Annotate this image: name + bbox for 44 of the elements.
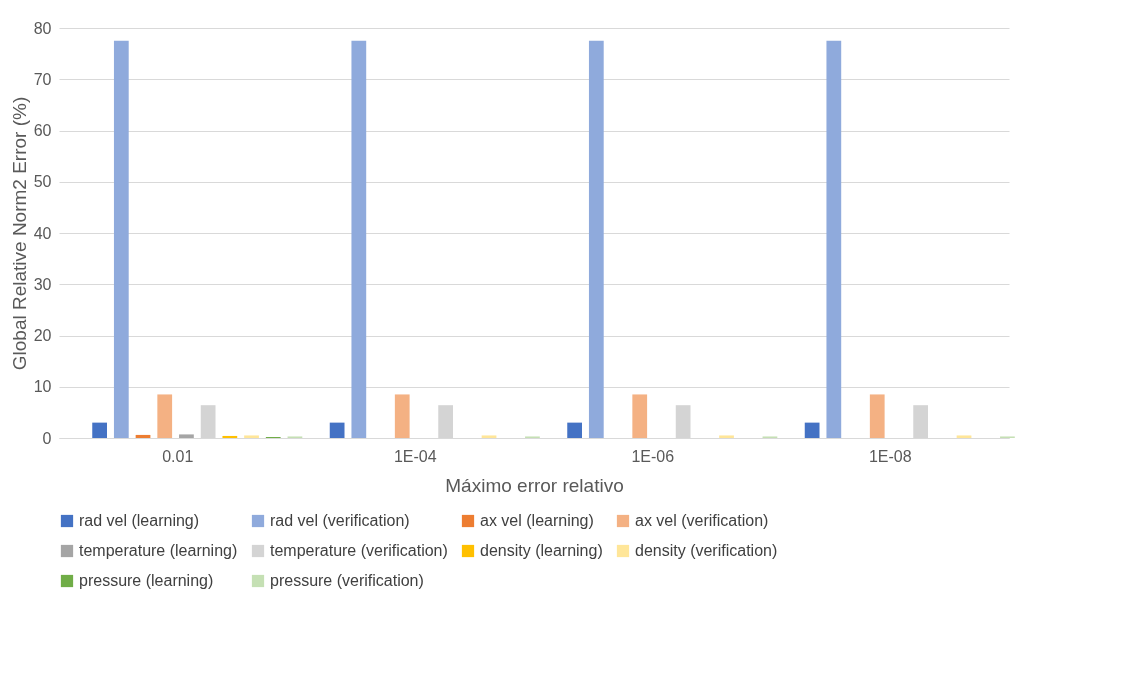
x-tick-label: 1E-08 (868, 447, 912, 465)
bar (244, 435, 259, 438)
y-tick-label: 60 (33, 122, 52, 139)
y-tick-label: 40 (33, 224, 52, 242)
x-tick-label: 1E-06 (631, 447, 675, 465)
bar (719, 435, 734, 438)
bar (869, 394, 885, 438)
bar (92, 422, 108, 438)
y-tick-label: 30 (33, 275, 52, 293)
bar (588, 40, 604, 438)
bar (113, 40, 129, 438)
legend-label: density (learning) (480, 542, 603, 559)
legend-label: ax vel (learning) (480, 512, 594, 529)
legend-label: temperature (verification) (270, 542, 448, 559)
bar (826, 40, 842, 438)
bar (157, 394, 173, 438)
x-tick-label: 1E-04 (393, 447, 437, 465)
bar (329, 422, 345, 438)
bar (481, 435, 497, 438)
bar (956, 435, 972, 438)
legend-label: rad vel (learning) (79, 512, 200, 529)
bar (179, 434, 194, 438)
x-axis-title: Máximo error relativo (445, 474, 624, 496)
y-tick-label: 50 (33, 173, 52, 191)
bar (351, 40, 367, 438)
bar (567, 422, 583, 438)
legend-label: pressure (learning) (79, 572, 214, 589)
legend-label: temperature (learning) (79, 542, 238, 559)
legend-label: density (verification) (635, 542, 778, 559)
bar (222, 435, 238, 438)
y-tick-label: 10 (33, 378, 52, 396)
y-axis-title: Global Relative Norm2 Error (%) (8, 96, 30, 371)
legend-label: ax vel (verification) (635, 512, 769, 529)
bar (135, 434, 151, 438)
legend-label: rad vel (verification) (270, 512, 410, 529)
bar (632, 394, 648, 438)
x-tick-label: 0.01 (162, 447, 194, 465)
y-tick-label: 20 (33, 327, 52, 344)
y-tick-label: 0 (42, 429, 52, 447)
y-tick-label: 70 (33, 70, 52, 88)
bar (394, 394, 410, 438)
y-tick-label: 80 (33, 19, 52, 37)
bar (804, 422, 820, 438)
legend-label: pressure (verification) (270, 572, 424, 589)
